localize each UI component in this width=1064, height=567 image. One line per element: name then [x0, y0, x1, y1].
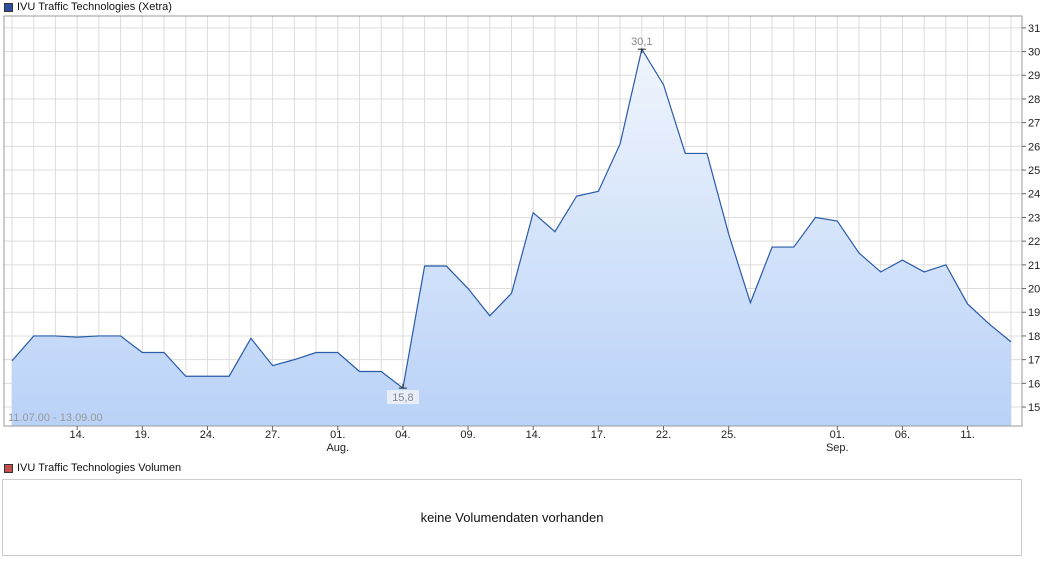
x-tick-label: 24.: [200, 429, 215, 441]
price-area-fill: [12, 49, 1011, 427]
min-label: 15,8: [392, 392, 413, 404]
x-tick-label: 17.: [591, 429, 606, 441]
chart-title: IVU Traffic Technologies (Xetra): [17, 1, 172, 13]
x-axis-ticks: 14. 19. 24. 27. 01.Aug.04. 09. 14. 17. 22. 25. 01.…: [70, 426, 975, 454]
plot-frame: [3, 15, 1023, 427]
min-label-bg: [386, 390, 419, 405]
volume-panel: keine Volumendaten vorhanden: [2, 479, 1022, 556]
x-tick-label: 14.: [70, 429, 85, 441]
y-tick-label: 17: [1028, 355, 1040, 367]
x-tick-label: 22.: [656, 429, 671, 441]
x-tick-label: 27.: [265, 429, 280, 441]
y-tick-label: 18: [1028, 331, 1040, 343]
y-tick-label: 30: [1028, 47, 1040, 59]
date-range-label: 11.07.00 - 13.09.00: [8, 412, 103, 424]
volume-message: keine Volumendaten vorhanden: [420, 510, 604, 525]
x-tick-label: 11.: [960, 429, 974, 441]
x-tick-month-label: Sep.: [826, 442, 849, 454]
x-tick-label: 19.: [135, 429, 150, 441]
volume-legend: IVU Traffic Technologies Volumen: [4, 461, 181, 475]
y-tick-label: 22: [1028, 236, 1040, 248]
x-tick-label: 01.: [330, 429, 345, 441]
y-tick-label: 19: [1028, 307, 1040, 319]
x-tick-month-label: Aug.: [326, 442, 349, 454]
y-tick-label: 29: [1028, 70, 1040, 82]
price-legend: IVU Traffic Technologies (Xetra): [4, 0, 172, 14]
y-tick-label: 27: [1028, 118, 1040, 130]
y-tick-label: 24: [1028, 189, 1040, 201]
x-tick-label: 06.: [895, 429, 910, 441]
y-tick-label: 15: [1028, 402, 1040, 414]
x-tick-label: 09.: [460, 429, 475, 441]
y-tick-label: 28: [1028, 94, 1040, 106]
x-tick-label: 01.: [830, 429, 845, 441]
volume-title: IVU Traffic Technologies Volumen: [17, 462, 182, 474]
y-axis-ticks: 15 16 17 18 19 20 21 22 23 24 25 26 27 28 29 30 31: [1022, 23, 1040, 414]
y-tick-label: 31: [1028, 23, 1040, 35]
x-tick-label: 04.: [395, 429, 410, 441]
x-tick-label: 14.: [526, 429, 541, 441]
volume-legend-swatch: [4, 463, 13, 473]
y-tick-label: 21: [1028, 260, 1040, 272]
max-label: 30,1: [631, 36, 652, 48]
price-legend-swatch: [4, 2, 13, 12]
price-chart: 15 16 17 18 19 20 21 22 23 24 25 26 27 28 29 30 31 14. 19…: [3, 15, 1040, 454]
price-line: [11, 47, 1012, 390]
y-tick-label: 26: [1028, 141, 1040, 153]
y-tick-label: 23: [1028, 212, 1040, 224]
y-tick-label: 16: [1028, 378, 1040, 390]
y-tick-label: 20: [1028, 284, 1040, 296]
x-tick-label: 25.: [721, 429, 736, 441]
y-tick-label: 25: [1028, 165, 1040, 177]
annotations: 30,1 15,8: [386, 36, 653, 405]
